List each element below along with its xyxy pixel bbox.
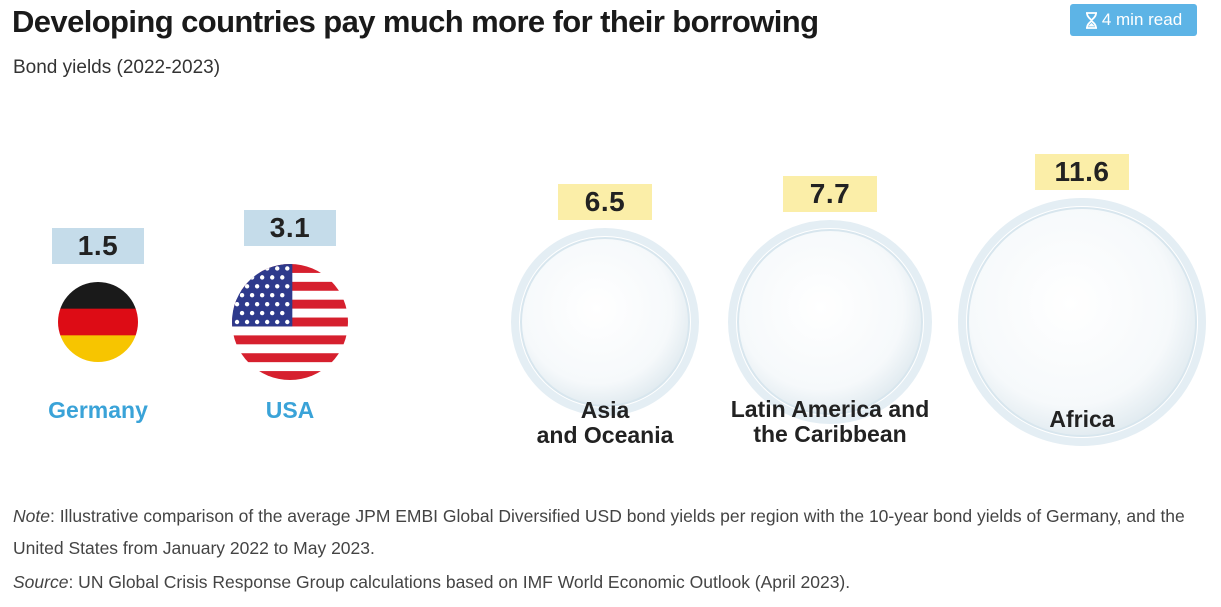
note-label: Note	[13, 506, 50, 526]
source-label: Source	[13, 572, 69, 592]
category-label-4: Latin America and the Caribbean	[700, 397, 960, 447]
chart-source: Source: UN Global Crisis Response Group …	[13, 572, 1208, 593]
chart-title: Developing countries pay much more for t…	[12, 4, 819, 39]
note-text: : Illustrative comparison of the average…	[13, 506, 1185, 558]
source-text: : UN Global Crisis Response Group calcul…	[68, 572, 851, 592]
category-label-3: Asia and Oceania	[475, 398, 735, 448]
category-label-1: Germany	[0, 398, 228, 423]
category-label-5: Africa	[952, 407, 1212, 432]
value-label-2: 3.1	[244, 210, 336, 246]
category-label-line: Asia	[580, 397, 630, 423]
category-label-line: USA	[265, 397, 315, 423]
category-label-2: USA	[160, 398, 420, 423]
chart-note: Note: Illustrative comparison of the ave…	[13, 500, 1208, 564]
read-time-label: 4 min read	[1101, 10, 1183, 29]
value-label-4: 7.7	[783, 176, 877, 212]
value-label-3: 6.5	[558, 184, 652, 220]
value-label-1: 1.5	[52, 228, 144, 264]
value-label-5: 11.6	[1035, 154, 1129, 190]
category-label-line: and Oceania	[536, 422, 674, 448]
chart-subtitle: Bond yields (2022-2023)	[13, 57, 221, 78]
globe-asia-oceania-icon	[511, 228, 699, 421]
read-time-badge[interactable]: 4 min read	[1070, 4, 1197, 36]
globe-latin-america-icon	[728, 220, 932, 429]
category-label-line: Africa	[1049, 406, 1115, 432]
hourglass-icon	[1085, 11, 1098, 29]
category-label-line: Latin America and	[730, 396, 930, 422]
category-label-line: the Caribbean	[753, 421, 907, 447]
usa-flag-icon	[232, 264, 348, 380]
category-label-line: Germany	[48, 397, 148, 423]
germany-flag-icon	[58, 282, 138, 362]
globe-africa-icon	[958, 198, 1206, 451]
